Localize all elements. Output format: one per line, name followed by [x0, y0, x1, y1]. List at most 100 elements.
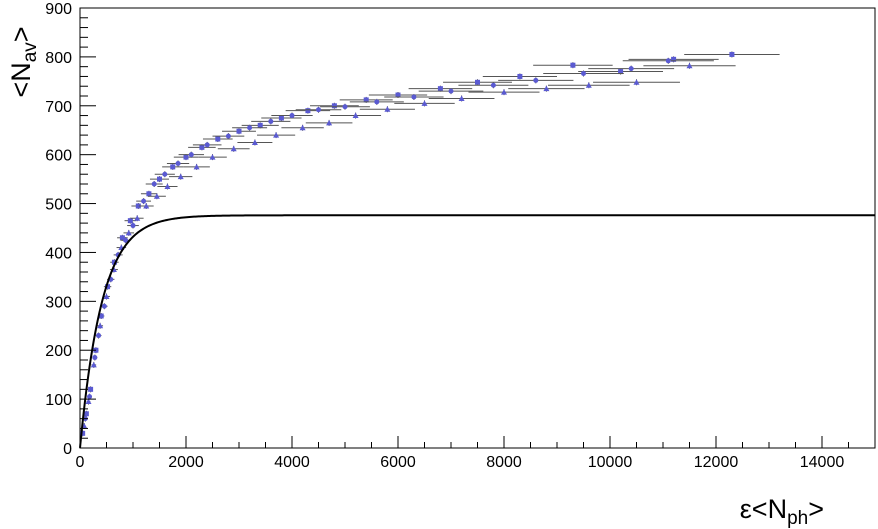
data-point-square: [157, 176, 162, 182]
data-point-circle: [175, 160, 181, 166]
data-point-square: [236, 128, 242, 134]
data-point-square: [127, 218, 133, 224]
data-point-circle: [87, 394, 93, 400]
data-point-square: [395, 92, 401, 98]
data-point-square: [671, 56, 677, 62]
x-tick-label: 6000: [380, 454, 416, 471]
data-point-circle: [92, 355, 98, 361]
data-point-circle: [188, 152, 194, 158]
data-point-square: [517, 73, 523, 79]
y-tick-label: 200: [45, 343, 72, 360]
data-point-square: [183, 154, 189, 160]
data-point-triangle: [193, 163, 200, 170]
data-point-square: [363, 97, 369, 103]
data-point-triangle: [90, 361, 97, 368]
data-point-circle: [101, 303, 107, 309]
fit-curve: [79, 214, 875, 449]
data-point-square: [570, 62, 576, 68]
data-point-circle: [289, 113, 295, 119]
data-point-triangle: [421, 100, 428, 106]
data-point-circle: [151, 181, 157, 187]
data-point-triangle: [273, 132, 280, 138]
data-point-square: [98, 313, 104, 319]
data-point-square: [215, 136, 221, 142]
data-point-square: [105, 284, 111, 290]
data-point-triangle: [177, 173, 184, 180]
data-point-square: [257, 122, 263, 128]
data-point-circle: [204, 142, 210, 148]
data-point-triangle: [633, 79, 640, 85]
data-point-square: [146, 191, 152, 197]
data-point-square: [119, 235, 125, 241]
x-tick-label: 10000: [588, 454, 633, 471]
data-point-triangle: [686, 62, 693, 69]
data-point-circle: [123, 237, 129, 243]
data-point-triangle: [125, 229, 132, 236]
data-point-square: [618, 69, 624, 75]
x-tick-label: 14000: [800, 454, 845, 471]
data-point-triangle: [251, 139, 258, 145]
data-point-triangle: [134, 215, 141, 221]
data-point-triangle: [543, 85, 550, 92]
y-tick-label: 700: [45, 99, 72, 116]
y-tick-label: 100: [45, 392, 72, 409]
axes: 0 2000 4000 6000 8000 10000 12000 14000 0 100 200 3…: [45, 1, 876, 471]
data-point-triangle: [326, 119, 333, 126]
data-point-triangle: [585, 82, 592, 88]
data-point-triangle: [103, 293, 110, 299]
data-point-circle: [316, 107, 321, 113]
data-point-circle: [247, 125, 253, 131]
x-tick-label: 2000: [168, 454, 204, 471]
y-tick-label: 400: [45, 245, 72, 262]
data-point-square: [199, 144, 205, 150]
data-point-circle: [581, 71, 586, 77]
data-point-circle: [268, 118, 274, 124]
data-point-square: [437, 86, 443, 92]
x-axis-title: ε<Nph>: [740, 494, 824, 529]
data-point-triangle: [299, 124, 306, 131]
data-point-square: [729, 51, 735, 57]
data-point-circle: [448, 88, 454, 94]
data-point-square: [305, 108, 311, 114]
y-tick-label: 500: [45, 197, 72, 214]
data-point-triangle: [85, 398, 92, 405]
data-point-triangle: [164, 183, 171, 189]
data-point-circle: [411, 94, 417, 100]
data-point-circle: [141, 198, 147, 204]
y-tick-label: 300: [45, 294, 72, 311]
data-point-square: [80, 430, 86, 436]
x-tick-label: 0: [76, 454, 85, 471]
x-tick-label: 4000: [274, 454, 310, 471]
y-tick-label: 800: [45, 50, 72, 67]
data-point-square: [170, 164, 176, 170]
data-point-circle: [225, 133, 231, 139]
data-point-square: [331, 103, 337, 109]
data-point-triangle: [352, 112, 359, 119]
data-point-square: [278, 115, 284, 121]
data-point-circle: [374, 99, 380, 105]
data-marks: [79, 51, 875, 449]
data-point-square: [83, 411, 89, 417]
data-point-circle: [665, 58, 671, 64]
data-point-circle: [533, 77, 539, 83]
data-point-triangle: [209, 154, 216, 160]
data-point-square: [475, 79, 480, 85]
data-point-triangle: [143, 203, 150, 209]
x-tick-label: 8000: [486, 454, 522, 471]
y-tick-label: 0: [63, 441, 72, 458]
y-axis-title: <Nav>: [6, 26, 41, 97]
data-point-triangle: [153, 193, 160, 199]
y-tick-label: 900: [45, 1, 72, 18]
data-point-triangle: [458, 95, 465, 101]
x-tick-label: 12000: [694, 454, 739, 471]
data-point-triangle: [501, 89, 507, 95]
data-point-circle: [96, 333, 102, 339]
data-point-circle: [162, 171, 168, 177]
data-point-triangle: [97, 322, 104, 329]
data-point-circle: [130, 223, 136, 229]
data-point-square: [111, 259, 117, 265]
data-point-circle: [342, 104, 348, 110]
data-point-triangle: [384, 106, 391, 112]
